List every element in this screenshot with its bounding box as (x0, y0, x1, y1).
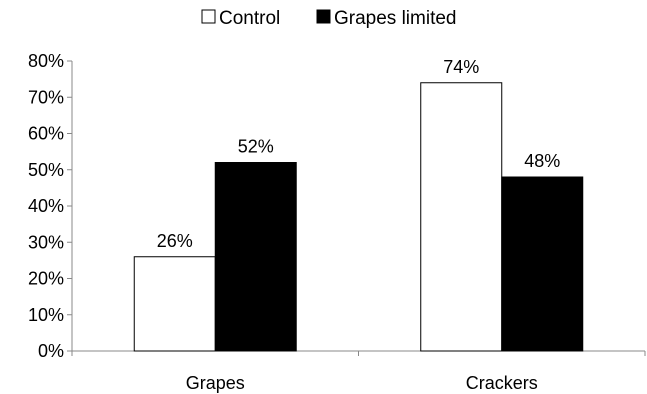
y-tick-label: 10% (28, 305, 64, 325)
x-category-label-grapes: Grapes (186, 373, 245, 393)
legend-label-control: Control (219, 8, 280, 29)
legend-swatch-grapes-limited (316, 9, 331, 24)
bar-grapes-control (133, 256, 216, 352)
y-tick-label: 80% (28, 51, 64, 71)
data-label-crackers-grapes-limited: 48% (524, 151, 560, 171)
bar-crackers-control (420, 82, 503, 352)
data-labels: 26% 52% 74% 48% (157, 57, 561, 251)
x-category-label-crackers: Crackers (466, 373, 538, 393)
legend: Control Grapes limited (201, 8, 457, 29)
y-tick-label: 0% (38, 341, 64, 361)
y-tick-label: 50% (28, 160, 64, 180)
y-tick-label: 70% (28, 87, 64, 107)
data-label-crackers-control: 74% (443, 57, 479, 77)
bar-grapes-grapes-limited (214, 162, 297, 352)
data-label-grapes-grapes-limited: 52% (238, 137, 274, 157)
legend-swatch-control (201, 9, 216, 24)
data-label-grapes-control: 26% (157, 231, 193, 251)
bars (133, 82, 584, 352)
y-tick-label: 30% (28, 232, 64, 252)
y-tick-label: 40% (28, 196, 64, 216)
y-tick-label: 60% (28, 124, 64, 144)
bar-crackers-grapes-limited (501, 176, 584, 352)
x-axis: Grapes Crackers (71, 350, 646, 393)
y-tick-label: 20% (28, 269, 64, 289)
y-axis: 0% 10% 20% 30% 40% 50% 60% 70% 80% (28, 51, 73, 361)
legend-label-grapes-limited: Grapes limited (334, 8, 457, 29)
